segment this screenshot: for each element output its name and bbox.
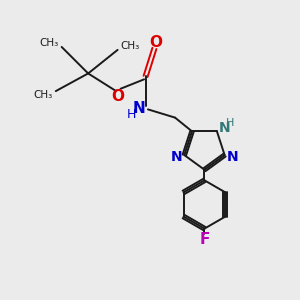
Text: N: N [227,150,239,164]
Text: F: F [199,232,210,247]
Text: O: O [111,89,124,104]
Text: CH₃: CH₃ [121,41,140,51]
Text: N: N [133,101,146,116]
Text: CH₃: CH₃ [40,38,59,48]
Text: CH₃: CH₃ [33,90,52,100]
Text: N: N [218,121,230,135]
Text: H: H [226,118,234,128]
Text: N: N [171,150,183,164]
Text: O: O [149,35,162,50]
Text: H: H [127,108,136,121]
